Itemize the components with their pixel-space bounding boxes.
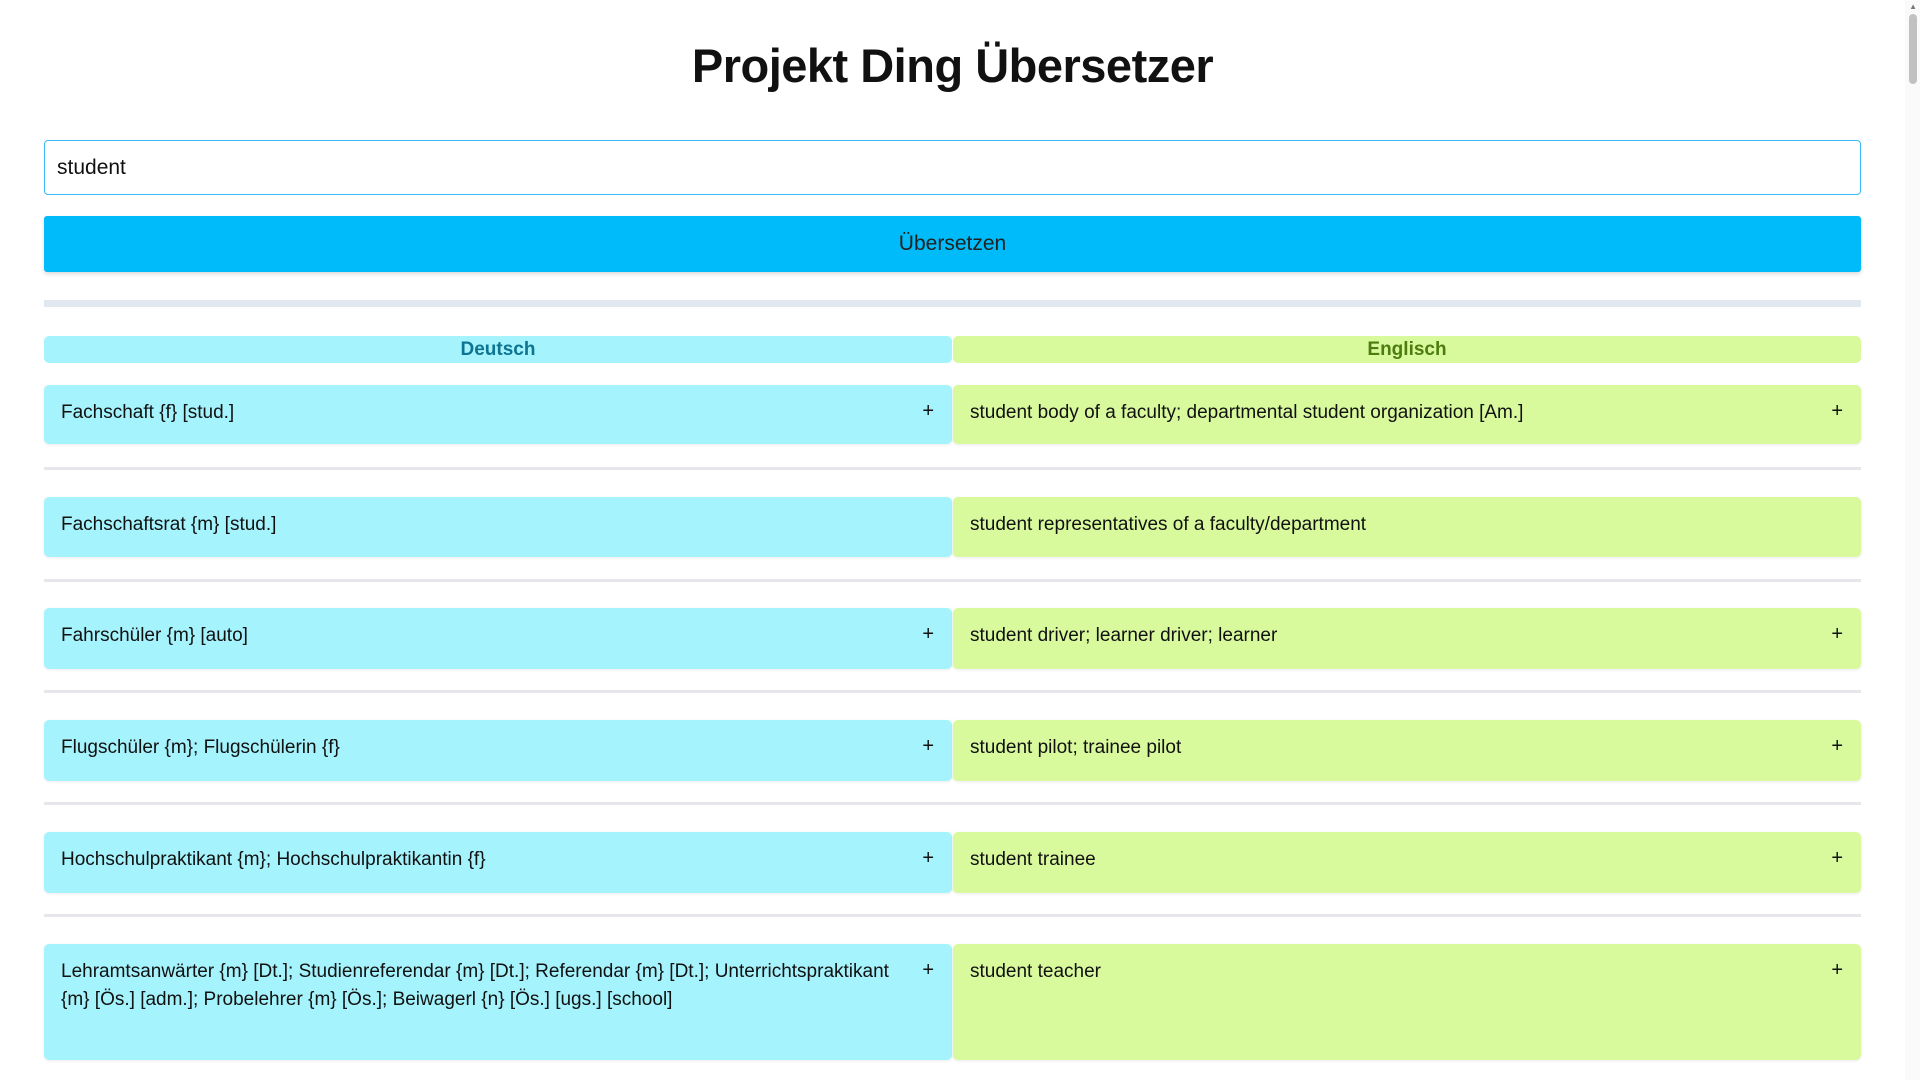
translate-button[interactable]: Übersetzen (44, 216, 1861, 272)
page-title: Projekt Ding Übersetzer (691, 39, 1214, 92)
expand-plus-icon[interactable]: + (1831, 847, 1843, 869)
term-text: Fachschaft {f} [stud.] (61, 402, 235, 423)
scrollbar-thumb[interactable] (1909, 14, 1917, 84)
term-text: student pilot; trainee pilot (970, 737, 1182, 758)
scroll-up-arrow-icon[interactable]: ▲ (1909, 2, 1917, 11)
table-row: Flugschüler {m}; Flugschülerin {f} + stude… (44, 720, 1861, 781)
expand-plus-icon[interactable]: + (922, 735, 934, 757)
row-divider (44, 690, 1861, 693)
term-text: Flugschüler {m}; Flugschülerin {f} (61, 737, 340, 758)
expand-plus-icon[interactable]: + (922, 959, 934, 981)
row-divider (44, 914, 1861, 917)
expand-plus-icon[interactable]: + (922, 623, 934, 645)
expand-plus-icon[interactable]: + (1831, 400, 1843, 422)
divider (44, 300, 1861, 307)
row-divider (44, 579, 1861, 582)
table-row: Hochschulpraktikant {m}; Hochschulprakti… (44, 832, 1861, 893)
header-englisch: Englisch (953, 336, 1861, 363)
cell-englisch: student driver; learner driver; learner + (953, 608, 1861, 669)
term-text: student teacher (970, 961, 1101, 982)
expand-plus-icon[interactable]: + (1831, 735, 1843, 757)
term-text: student body of a faculty; departmental … (970, 402, 1524, 423)
cell-englisch: student body of a faculty; departmental … (953, 385, 1861, 444)
table-row: Fachschaftsrat {m} [stud.] student repres… (44, 497, 1861, 557)
cell-englisch: student teacher + (953, 944, 1861, 1060)
term-text: student driver; learner driver; learner (970, 625, 1278, 646)
cell-deutsch: Hochschulpraktikant {m}; Hochschulprakti… (44, 832, 952, 893)
cell-englisch: student pilot; trainee pilot + (953, 720, 1861, 781)
cell-deutsch: Fachschaft {f} [stud.] + (44, 385, 952, 444)
expand-plus-icon[interactable]: + (922, 400, 934, 422)
scrollbar[interactable]: ▲ (1905, 0, 1920, 1080)
search-input[interactable] (44, 140, 1861, 195)
expand-plus-icon[interactable]: + (1831, 623, 1843, 645)
cell-englisch: student representatives of a faculty/dep… (953, 497, 1861, 557)
term-text: Fachschaftsrat {m} [stud.] (61, 514, 277, 535)
term-text: student trainee (970, 849, 1096, 870)
row-divider (44, 467, 1861, 470)
term-text: Lehramtsanwärter {m} [Dt.]; Studienrefer… (61, 961, 889, 1010)
table-row: Fachschaft {f} [stud.] + student body of a… (44, 385, 1861, 444)
cell-deutsch: Fahrschüler {m} [auto] + (44, 608, 952, 669)
expand-plus-icon[interactable]: + (922, 847, 934, 869)
table-row: Fahrschüler {m} [auto] + student driver; l… (44, 608, 1861, 669)
header-deutsch: Deutsch (44, 336, 952, 363)
cell-deutsch: Flugschüler {m}; Flugschülerin {f} + (44, 720, 952, 781)
cell-deutsch: Lehramtsanwärter {m} [Dt.]; Studienrefer… (44, 944, 952, 1060)
cell-englisch: student trainee + (953, 832, 1861, 893)
term-text: Fahrschüler {m} [auto] (61, 625, 248, 646)
expand-plus-icon[interactable]: + (1831, 959, 1843, 981)
term-text: student representatives of a faculty/dep… (970, 514, 1367, 535)
row-divider (44, 802, 1861, 805)
table-row: Lehramtsanwärter {m} [Dt.]; Studienrefer… (44, 944, 1861, 1060)
cell-deutsch: Fachschaftsrat {m} [stud.] (44, 497, 952, 557)
term-text: Hochschulpraktikant {m}; Hochschulprakti… (61, 849, 486, 870)
